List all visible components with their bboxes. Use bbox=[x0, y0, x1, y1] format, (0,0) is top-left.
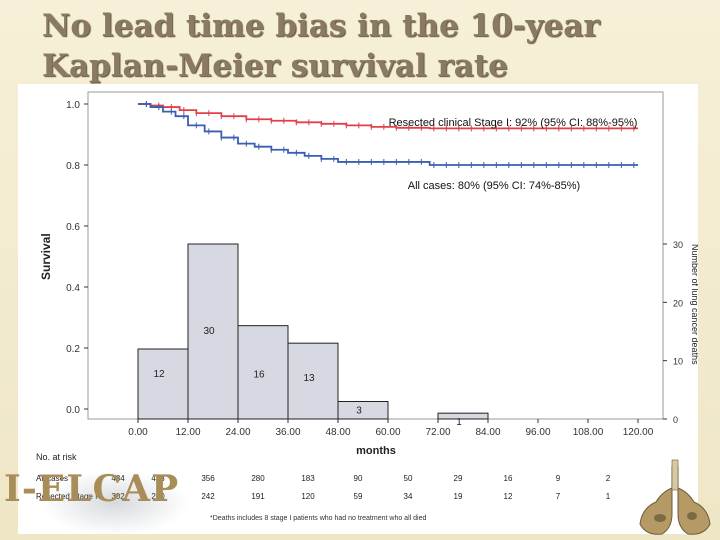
risk-cell: 29 bbox=[453, 474, 463, 483]
death-bar-label: 1 bbox=[456, 417, 462, 428]
risk-cell: 191 bbox=[251, 492, 265, 501]
death-bar-label: 3 bbox=[356, 406, 362, 417]
x-tick-label: 60.00 bbox=[375, 427, 400, 438]
y-tick-label: 0.6 bbox=[66, 222, 80, 233]
x-tick-label: 108.00 bbox=[573, 427, 604, 438]
logo: I-ELCAP bbox=[4, 468, 180, 510]
all-cases-annotation: All cases: 80% (95% CI: 74%-85%) bbox=[408, 180, 580, 192]
y-tick-label: 0.4 bbox=[66, 283, 80, 294]
risk-cell: 302 bbox=[103, 492, 133, 501]
risk-cell: 433 bbox=[143, 474, 173, 483]
death-bar bbox=[437, 412, 489, 420]
death-bar bbox=[237, 325, 289, 420]
risk-cell: 50 bbox=[403, 474, 413, 483]
risk-cell: 19 bbox=[453, 492, 463, 501]
risk-cell: 1 bbox=[605, 492, 611, 501]
y-tick-label: 0.8 bbox=[66, 161, 80, 172]
risk-cell: 120 bbox=[301, 492, 315, 501]
all-cases-survival-curve bbox=[138, 103, 638, 166]
footnote: *Deaths includes 8 stage I patients who … bbox=[210, 515, 427, 522]
risk-table-title: No. at risk bbox=[36, 452, 77, 462]
risk-cell: 12 bbox=[503, 492, 513, 501]
risk-cell: 183 bbox=[301, 474, 315, 483]
risk-cell: 59 bbox=[353, 492, 363, 501]
risk-cell: 484 bbox=[103, 474, 133, 483]
death-bar bbox=[137, 348, 189, 420]
y-axis-label: Survival bbox=[39, 233, 53, 280]
risk-cell: 356 bbox=[201, 474, 215, 483]
y2-axis-label: Number of lung cancer deaths bbox=[690, 244, 698, 365]
death-bar bbox=[287, 342, 339, 420]
y-tick-label: 0.0 bbox=[66, 405, 80, 416]
y2-tick-label: 0 bbox=[673, 415, 678, 425]
y2-tick-label: 10 bbox=[673, 357, 683, 367]
death-bar-label: 12 bbox=[153, 369, 165, 380]
death-bar bbox=[337, 401, 389, 420]
x-tick-label: 72.00 bbox=[425, 427, 450, 438]
risk-row-label: Resected Stage I bbox=[36, 492, 97, 501]
lungs-illustration bbox=[639, 459, 711, 535]
resected-annotation: Resected clinical Stage I: 92% (95% CI: … bbox=[389, 117, 638, 129]
risk-cell: 2 bbox=[605, 474, 611, 483]
risk-cell: 280 bbox=[251, 474, 265, 483]
y-tick-label: 0.2 bbox=[66, 344, 80, 355]
y-tick-label: 1.0 bbox=[66, 100, 80, 111]
risk-cell: 16 bbox=[503, 474, 513, 483]
globe-watermark bbox=[40, 470, 190, 536]
risk-cell: 34 bbox=[403, 492, 413, 501]
death-bar-label: 16 bbox=[253, 370, 265, 381]
x-axis-label: months bbox=[356, 445, 396, 454]
x-tick-label: 36.00 bbox=[275, 427, 300, 438]
death-bar bbox=[187, 243, 239, 420]
x-tick-label: 96.00 bbox=[525, 427, 550, 438]
x-tick-label: 84.00 bbox=[475, 427, 500, 438]
slide-title: No lead time bias in the 10-year Kaplan-… bbox=[42, 8, 600, 84]
y2-tick-label: 20 bbox=[673, 298, 683, 308]
x-tick-label: 48.00 bbox=[325, 427, 350, 438]
kaplan-meier-chart: 0.0 0.2 0.4 0.6 0.8 1.0 0 10 20 30 0.00 12.00 24.00 3… bbox=[39, 91, 698, 454]
risk-cell: 90 bbox=[353, 474, 363, 483]
risk-cell: 280 bbox=[143, 492, 173, 501]
death-bar-label: 30 bbox=[203, 326, 215, 337]
x-tick-label: 120.00 bbox=[623, 427, 654, 438]
y2-tick-label: 30 bbox=[673, 240, 683, 250]
x-tick-label: 0.00 bbox=[128, 427, 148, 438]
risk-cell: 7 bbox=[555, 492, 561, 501]
x-tick-label: 12.00 bbox=[175, 427, 200, 438]
risk-row-label: All cases bbox=[36, 474, 68, 483]
death-bar-label: 13 bbox=[303, 373, 315, 384]
risk-cell: 9 bbox=[555, 474, 561, 483]
risk-cell: 242 bbox=[201, 492, 215, 501]
x-tick-label: 24.00 bbox=[225, 427, 250, 438]
